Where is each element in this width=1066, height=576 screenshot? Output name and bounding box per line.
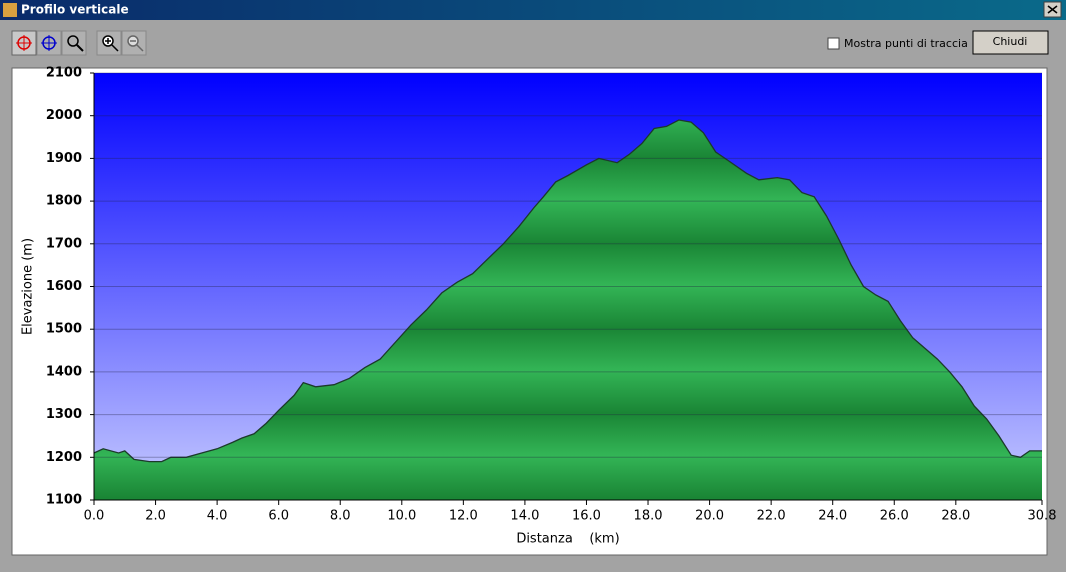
x-tick-label: 4.0 bbox=[207, 509, 228, 524]
y-tick-label: 1500 bbox=[46, 322, 82, 337]
y-tick-label: 1800 bbox=[46, 194, 82, 209]
window-title: Profilo verticale bbox=[21, 3, 129, 17]
x-tick-label: 20.0 bbox=[695, 509, 724, 524]
y-tick-label: 1400 bbox=[46, 364, 82, 379]
y-tick-label: 1200 bbox=[46, 450, 82, 465]
x-tick-label: 10.0 bbox=[387, 509, 416, 524]
app-icon bbox=[3, 3, 17, 17]
x-tick-label: 16.0 bbox=[572, 509, 601, 524]
y-tick-label: 1100 bbox=[46, 493, 82, 508]
y-tick-label: 1300 bbox=[46, 407, 82, 422]
y-tick-label: 1600 bbox=[46, 279, 82, 294]
x-tick-label: 28.0 bbox=[941, 509, 970, 524]
y-tick-label: 1700 bbox=[46, 236, 82, 251]
y-tick-label: 2000 bbox=[46, 108, 82, 123]
title-bar bbox=[0, 0, 1066, 20]
x-tick-label: 30.8 bbox=[1028, 509, 1057, 524]
x-tick-label: 0.0 bbox=[84, 509, 105, 524]
y-tick-label: 1900 bbox=[46, 151, 82, 166]
x-tick-label: 6.0 bbox=[268, 509, 289, 524]
x-tick-label: 22.0 bbox=[757, 509, 786, 524]
x-tick-label: 2.0 bbox=[145, 509, 166, 524]
x-tick-label: 14.0 bbox=[510, 509, 539, 524]
close-button[interactable] bbox=[1043, 1, 1062, 18]
x-tick-label: 18.0 bbox=[634, 509, 663, 524]
area-fill bbox=[94, 120, 1042, 500]
checkbox-label: Mostra punti di traccia bbox=[844, 37, 968, 50]
button-label: Chiudi bbox=[993, 35, 1028, 48]
close-dialog-button[interactable]: Chiudi bbox=[972, 30, 1049, 55]
area-outline bbox=[93, 119, 1042, 463]
checkbox[interactable] bbox=[827, 37, 840, 50]
toolbar bbox=[11, 30, 147, 56]
y-axis-label: Elevazione (m) bbox=[21, 238, 36, 335]
y-tick-label: 2100 bbox=[46, 66, 82, 81]
x-tick-label: 24.0 bbox=[818, 509, 847, 524]
x-axis-label: Distanza (km) bbox=[516, 532, 619, 547]
x-tick-label: 12.0 bbox=[449, 509, 478, 524]
x-tick-label: 26.0 bbox=[880, 509, 909, 524]
chart: 1100 1200 1300 1400 1500 1600 1700 1800 1900 2000… bbox=[21, 66, 1057, 547]
x-tick-label: 8.0 bbox=[330, 509, 351, 524]
